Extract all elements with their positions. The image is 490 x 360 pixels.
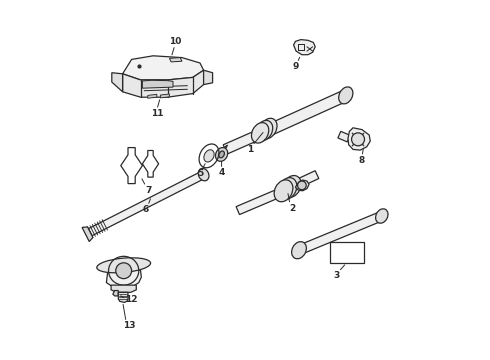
Ellipse shape	[255, 121, 273, 141]
Polygon shape	[118, 292, 128, 302]
Polygon shape	[111, 285, 136, 292]
Ellipse shape	[260, 118, 277, 139]
Polygon shape	[219, 145, 227, 154]
Ellipse shape	[376, 209, 388, 223]
Ellipse shape	[251, 123, 269, 143]
Polygon shape	[106, 265, 141, 287]
Polygon shape	[204, 70, 213, 85]
Text: 4: 4	[219, 168, 225, 177]
Text: 6: 6	[143, 205, 149, 214]
Ellipse shape	[216, 148, 228, 161]
Polygon shape	[143, 80, 173, 88]
Ellipse shape	[278, 178, 297, 199]
Ellipse shape	[219, 151, 224, 158]
Text: 13: 13	[123, 321, 135, 330]
Ellipse shape	[274, 180, 293, 202]
Text: 1: 1	[247, 145, 253, 154]
Text: 3: 3	[334, 271, 340, 280]
Text: 7: 7	[146, 186, 152, 195]
Ellipse shape	[297, 181, 306, 190]
Text: 5: 5	[197, 169, 203, 178]
Ellipse shape	[198, 168, 209, 181]
Bar	[330, 242, 364, 263]
Polygon shape	[223, 130, 260, 154]
Ellipse shape	[292, 242, 306, 259]
Text: 11: 11	[150, 109, 163, 118]
Polygon shape	[170, 58, 182, 62]
Polygon shape	[148, 94, 157, 98]
Ellipse shape	[97, 258, 150, 273]
Text: 10: 10	[169, 37, 181, 46]
Text: 2: 2	[290, 204, 295, 212]
Text: 9: 9	[292, 62, 298, 71]
Ellipse shape	[204, 150, 214, 162]
Polygon shape	[297, 212, 384, 255]
Polygon shape	[295, 180, 309, 191]
Polygon shape	[348, 128, 370, 150]
Polygon shape	[88, 171, 205, 236]
Ellipse shape	[282, 176, 301, 197]
Ellipse shape	[351, 133, 365, 146]
Polygon shape	[293, 171, 319, 189]
Text: 12: 12	[124, 295, 137, 304]
Polygon shape	[112, 73, 122, 92]
Polygon shape	[122, 70, 204, 97]
Polygon shape	[160, 94, 170, 98]
Text: 8: 8	[359, 156, 365, 165]
Ellipse shape	[339, 87, 353, 104]
Polygon shape	[268, 90, 348, 135]
Polygon shape	[113, 291, 118, 296]
Ellipse shape	[116, 263, 132, 279]
Polygon shape	[82, 227, 93, 242]
Polygon shape	[236, 188, 283, 215]
Polygon shape	[338, 131, 350, 142]
Polygon shape	[122, 56, 204, 80]
Polygon shape	[294, 40, 315, 55]
